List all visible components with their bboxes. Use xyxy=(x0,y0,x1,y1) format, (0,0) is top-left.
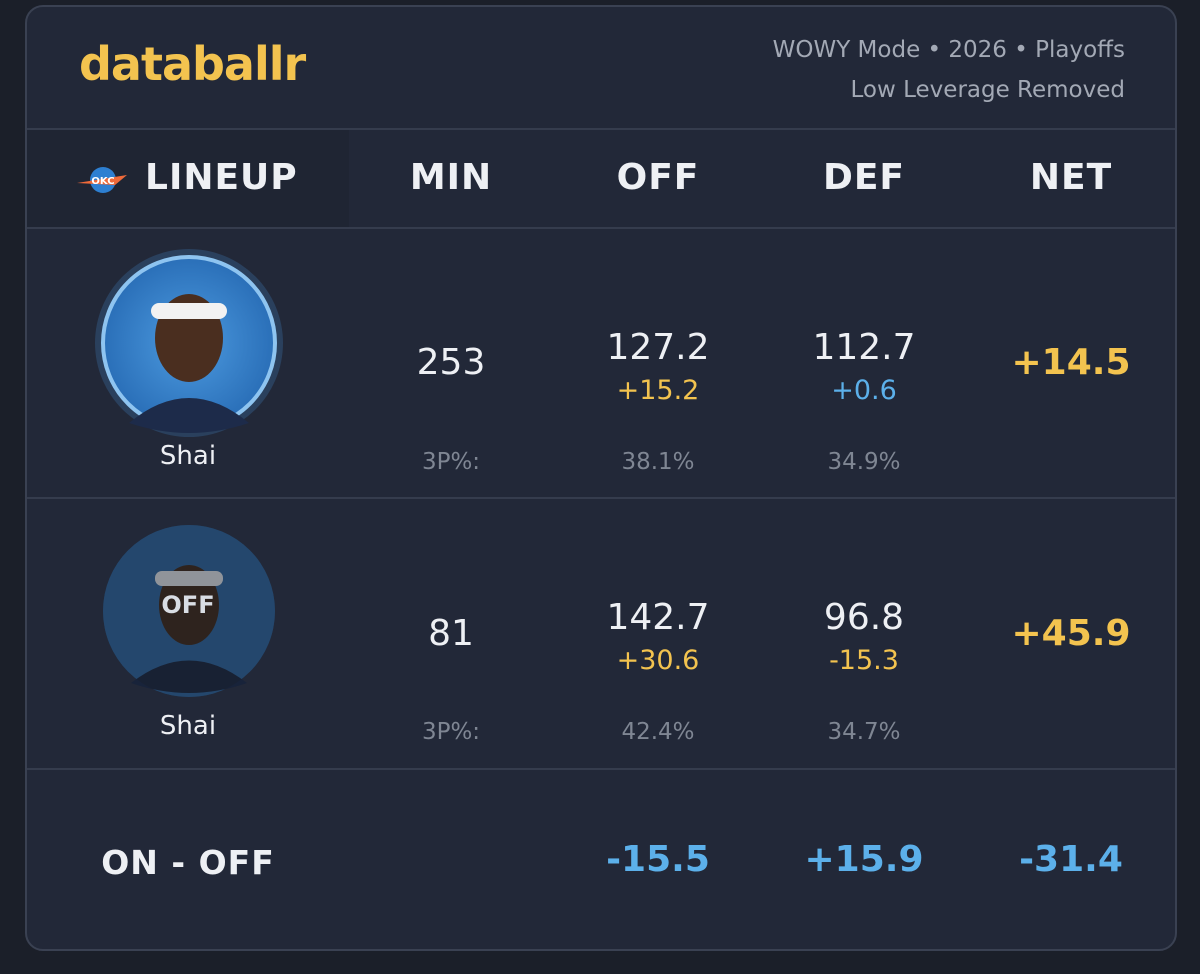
wowy-card: databallr WOWY Mode • 2026 • Playoffs Lo… xyxy=(25,5,1177,951)
team-logo: OKC xyxy=(77,167,127,193)
def-diff: -15.3 xyxy=(829,645,899,676)
off-badge: OFF xyxy=(161,591,215,619)
divider xyxy=(27,768,1175,770)
summary-off: -15.5 xyxy=(606,839,710,880)
player-avatar xyxy=(103,525,275,697)
subtitle: Low Leverage Removed xyxy=(850,77,1125,103)
off-3p: 42.4% xyxy=(621,719,695,745)
off-diff: +15.2 xyxy=(616,375,700,406)
lineup-header-bg xyxy=(27,130,349,227)
def: 112.7 xyxy=(812,327,916,368)
player-name: Shai xyxy=(159,441,217,471)
three-label: 3P%: xyxy=(421,719,481,745)
player-avatar xyxy=(95,249,283,437)
brand: databallr xyxy=(79,37,306,91)
off-diff: +30.6 xyxy=(616,645,700,676)
off-3p: 38.1% xyxy=(621,449,695,475)
column-header: MIN xyxy=(409,157,493,198)
player-name: Shai xyxy=(159,711,217,741)
divider xyxy=(27,227,1175,229)
def-3p: 34.9% xyxy=(827,449,901,475)
summary-def: +15.9 xyxy=(804,839,924,880)
off: 142.7 xyxy=(606,597,710,638)
subtitle: WOWY Mode • 2026 • Playoffs xyxy=(772,37,1125,63)
def-3p: 34.7% xyxy=(827,719,901,745)
summary-label: ON - OFF xyxy=(101,843,275,882)
min: 81 xyxy=(428,613,474,654)
net: +14.5 xyxy=(1011,342,1131,383)
column-header: DEF xyxy=(822,157,906,198)
column-header: NET xyxy=(1029,157,1113,198)
def: 96.8 xyxy=(823,597,905,638)
divider xyxy=(27,497,1175,499)
divider xyxy=(27,128,1175,130)
column-header: OFF xyxy=(616,157,700,198)
off: 127.2 xyxy=(606,327,710,368)
summary-net: -31.4 xyxy=(1019,839,1123,880)
svg-text:OKC: OKC xyxy=(91,176,114,187)
column-header: LINEUP xyxy=(145,157,298,198)
three-label: 3P%: xyxy=(421,449,481,475)
def-diff: +0.6 xyxy=(831,375,897,406)
net: +45.9 xyxy=(1011,613,1131,654)
min: 253 xyxy=(416,342,486,383)
